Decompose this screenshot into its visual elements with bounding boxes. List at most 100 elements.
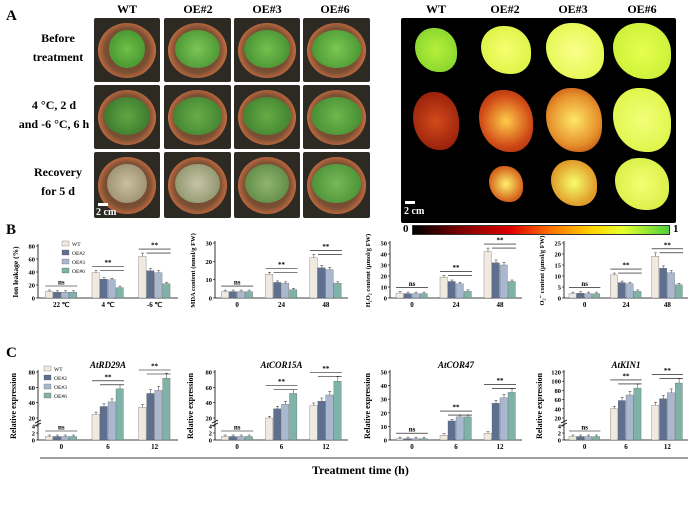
legend-c-swatch bbox=[43, 374, 52, 381]
x-tick-label: 0 bbox=[235, 301, 239, 309]
ir-wt-before bbox=[415, 28, 457, 72]
bar-oe2 bbox=[491, 403, 500, 441]
y-tick-label: 60 bbox=[29, 257, 36, 264]
bar-wt bbox=[483, 433, 492, 441]
bar-oe6 bbox=[245, 436, 253, 441]
y-tick-label: 60 bbox=[29, 385, 36, 392]
bar-wt bbox=[221, 436, 229, 441]
col-head-oe3-ir: OE#3 bbox=[558, 2, 588, 16]
x-tick-label: 12 bbox=[322, 443, 330, 451]
legend-b-label: OE#2 bbox=[72, 251, 85, 257]
y-tick-label: 40 bbox=[555, 406, 562, 413]
y-tick-label: 40 bbox=[206, 400, 213, 407]
y-tick-label: 15 bbox=[555, 263, 562, 270]
ir-oe2-freezing bbox=[479, 90, 533, 152]
significance-label: ** bbox=[623, 372, 631, 380]
y-tick-label: 30 bbox=[206, 241, 213, 248]
panel-a-letter: A bbox=[6, 8, 17, 24]
bar-wt bbox=[568, 293, 577, 299]
x-tick-label: 0 bbox=[583, 301, 587, 309]
ir-oe6-before bbox=[613, 23, 671, 79]
bar-wt bbox=[610, 274, 618, 299]
x-tick-label: -6 ℃ bbox=[147, 301, 163, 309]
y-axis-label: H₂O₂ content (μmol/g FW) bbox=[365, 234, 372, 307]
significance-label: ** bbox=[664, 241, 672, 249]
x-tick-label: 48 bbox=[322, 301, 330, 309]
y-tick-label: 10 bbox=[206, 277, 213, 284]
significance-label: ** bbox=[322, 243, 330, 251]
scale-label-left: 2 cm bbox=[96, 207, 117, 218]
bar-oe6 bbox=[507, 281, 516, 299]
bar-oe3 bbox=[281, 404, 290, 441]
y-tick-label: 0 bbox=[209, 296, 212, 303]
y-axis-label: Relative expression bbox=[363, 373, 372, 439]
significance-label: ns bbox=[581, 280, 588, 288]
significance-label: ** bbox=[278, 261, 286, 269]
bar-oe3 bbox=[499, 397, 508, 441]
legend-c-swatch bbox=[43, 383, 52, 390]
bar-wt bbox=[265, 274, 274, 299]
bar-oe2 bbox=[576, 293, 585, 299]
bar-oe3 bbox=[455, 283, 464, 299]
bar-oe6 bbox=[419, 438, 428, 441]
bar-oe6 bbox=[463, 416, 472, 441]
bar-oe6 bbox=[419, 293, 428, 299]
bar-wt bbox=[45, 436, 53, 441]
legend-b-label: OE#3 bbox=[72, 260, 85, 266]
bar-oe3 bbox=[584, 436, 593, 441]
bar-oe2 bbox=[618, 400, 626, 441]
col-head-oe6: OE#6 bbox=[320, 2, 350, 16]
significance-label: ** bbox=[105, 373, 113, 381]
bar-oe2 bbox=[53, 436, 61, 441]
bar-oe3 bbox=[325, 269, 334, 299]
y-tick-label: 120 bbox=[551, 370, 561, 377]
significance-label: ns bbox=[409, 426, 416, 434]
y-tick-label: 20 bbox=[555, 252, 562, 259]
bar-oe6 bbox=[245, 291, 253, 299]
bar-oe3 bbox=[281, 283, 290, 299]
bar-oe2 bbox=[317, 267, 326, 299]
y-tick-label: 20 bbox=[206, 416, 213, 423]
col-head-oe3: OE#3 bbox=[252, 2, 282, 16]
y-tick-label: 0 bbox=[384, 438, 387, 445]
bar-wt bbox=[395, 292, 404, 299]
significance-label: ** bbox=[105, 259, 113, 267]
y-tick-label: 4 bbox=[32, 424, 36, 431]
bar-oe6 bbox=[333, 283, 342, 299]
y-tick-label: 0 bbox=[558, 296, 561, 303]
colorbar bbox=[412, 225, 670, 235]
bar-wt bbox=[138, 256, 147, 299]
legend-c-swatch bbox=[43, 365, 52, 372]
y-tick-label: 80 bbox=[29, 244, 36, 251]
significance-label: ns bbox=[234, 424, 241, 432]
plant-photo-wt-recovery bbox=[94, 152, 160, 218]
scale-label-right: 2 cm bbox=[404, 206, 425, 217]
bar-oe2 bbox=[659, 268, 667, 299]
y-tick-label: 20 bbox=[29, 283, 36, 290]
bar-oe3 bbox=[625, 394, 634, 441]
bar-wt bbox=[439, 276, 448, 299]
bar-oe3 bbox=[667, 392, 675, 441]
y-axis-label: Relative expression bbox=[186, 373, 195, 439]
bar-oe3 bbox=[667, 272, 675, 299]
x-tick-label: 6 bbox=[106, 443, 110, 451]
ir-wt-freezing bbox=[413, 92, 459, 150]
plant-photo-wt-freezing bbox=[94, 85, 160, 149]
bar-wt bbox=[221, 291, 229, 299]
bar-oe2 bbox=[146, 270, 155, 299]
bar-oe6 bbox=[592, 293, 600, 299]
x-tick-label: 0 bbox=[583, 443, 587, 451]
bar-wt bbox=[439, 435, 448, 441]
significance-label: ns bbox=[581, 424, 588, 432]
y-tick-label: 0 bbox=[558, 438, 561, 445]
bar-oe6 bbox=[507, 392, 516, 441]
bar-oe2 bbox=[659, 398, 667, 441]
y-tick-label: 20 bbox=[555, 416, 562, 423]
bar-oe3 bbox=[61, 291, 69, 299]
y-tick-label: 50 bbox=[381, 370, 388, 377]
row-label-recovery: Recovery for 5 d bbox=[34, 165, 82, 198]
significance-label: ns bbox=[234, 279, 241, 287]
x-tick-label: 0 bbox=[60, 443, 64, 451]
bar-oe6 bbox=[162, 283, 171, 299]
